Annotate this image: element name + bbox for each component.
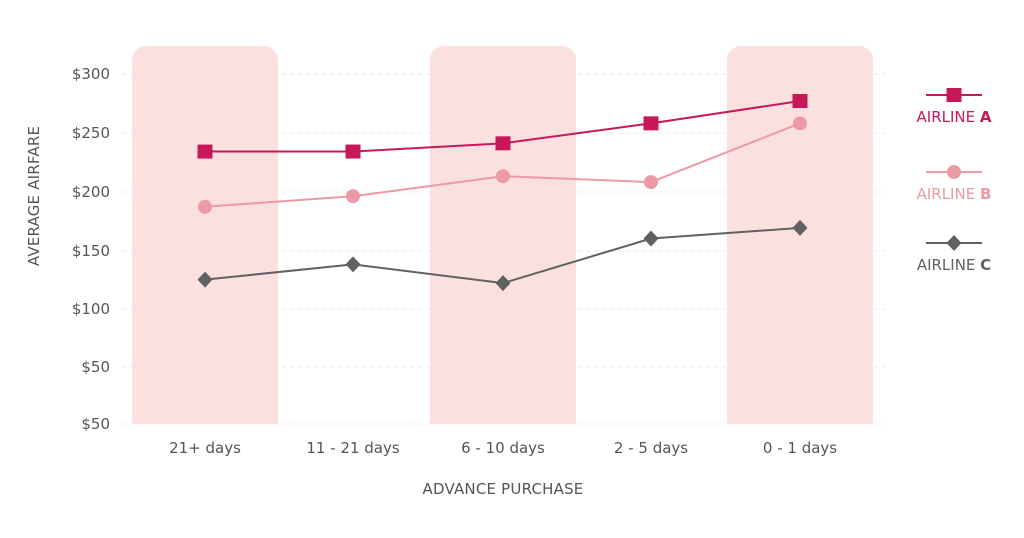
gridlines [122,73,885,425]
data-point-airline-a [197,144,213,159]
data-point-airline-c [345,256,361,273]
data-point-airline-c [643,230,659,247]
x-tick-label: 11 - 21 days [306,439,399,457]
series-airline-c [197,219,808,292]
x-tick-label: 0 - 1 days [763,439,837,457]
x-tick-label: 21+ days [169,439,241,457]
highlight-band-base [727,408,873,424]
highlight-bands [132,46,873,424]
data-point-airline-c [792,219,808,236]
highlight-band [430,46,576,424]
y-tick-label: $300 [72,65,110,83]
legend-item-airline-c: AIRLINE C [917,235,991,274]
data-point-airline-b [793,116,807,131]
highlight-band-base [132,408,278,424]
data-point-airline-c [197,271,213,288]
legend-item-airline-b: AIRLINE B [917,165,992,203]
data-point-airline-a [643,116,659,131]
y-tick-label: $200 [72,183,110,201]
x-tick-labels: 21+ days 11 - 21 days 6 - 10 days 2 - 5 day… [169,439,837,457]
legend-label: AIRLINE B [917,185,992,203]
legend-marker-icon [946,235,962,251]
x-tick-label: 6 - 10 days [461,439,545,457]
y-tick-label: $250 [72,124,110,142]
data-point-airline-a [495,136,511,151]
highlight-band [132,46,278,424]
series-airline-a [197,94,808,159]
y-tick-label: $150 [72,242,110,260]
y-tick-label: $50 [81,415,110,433]
y-tick-label: $50 [81,358,110,376]
x-axis-title: ADVANCE PURCHASE [423,480,584,498]
data-point-airline-b [198,199,212,214]
x-tick-label: 2 - 5 days [614,439,688,457]
data-point-airline-a [345,144,361,159]
data-point-airline-b [346,189,360,204]
highlight-band-base [430,408,576,424]
y-tick-label: $100 [72,300,110,318]
data-point-airline-c [495,275,511,292]
series-airline-b [198,116,807,214]
legend-marker-icon [947,165,961,179]
legend-label: AIRLINE C [917,256,991,274]
legend-marker-icon [946,88,962,102]
y-axis-title: AVERAGE AIRFARE [25,126,43,266]
data-point-airline-b [644,175,658,190]
legend-label: AIRLINE A [917,108,992,126]
legend-item-airline-a: AIRLINE A [917,88,992,126]
data-point-airline-a [792,94,808,109]
data-point-airline-b [496,169,510,184]
y-tick-labels: $50 $50 $100 $150 $200 $250 $300 [72,65,110,433]
legend: AIRLINE A AIRLINE B AIRLINE C [917,88,992,274]
